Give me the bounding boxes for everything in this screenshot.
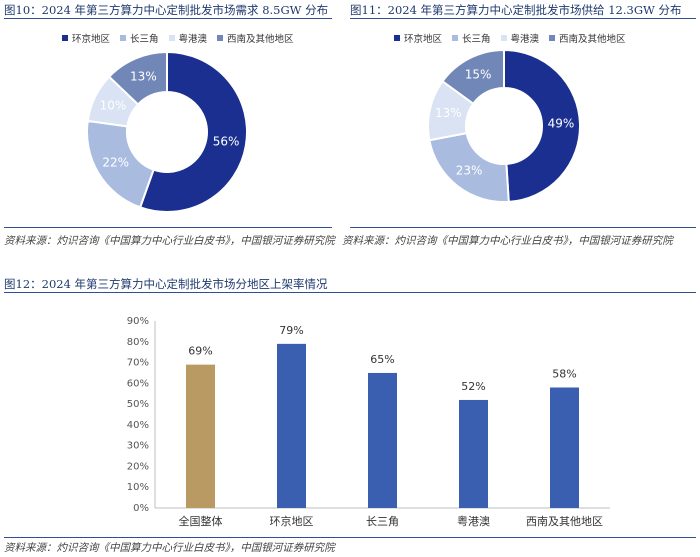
bar-value-label: 69%: [188, 345, 212, 358]
legend-label: 粤港澳: [510, 34, 540, 45]
bar-value-label: 52%: [461, 380, 485, 393]
legend-label: 西南及其他地区: [559, 34, 626, 45]
figure-12-source: 资料来源：灼识咨询《中国算力中心行业白皮书》，中国银河证券研究院: [4, 542, 335, 554]
donut-label-changsanjiao: 23%: [456, 164, 483, 178]
bar-xinan: [550, 387, 579, 508]
legend-item-changsanjiao: 长三角: [452, 31, 491, 45]
bar-yuegangao: [459, 399, 488, 508]
y-tick-label: 50%: [127, 399, 149, 410]
figure-11-bottom-rule: [350, 227, 696, 228]
donut-label-yuegangao: 13%: [435, 106, 462, 120]
donut-slice-huanjing: [138, 50, 248, 213]
bar-huanjing: [277, 343, 306, 508]
figure-10-source: 资料来源：灼识咨询《中国算力中心行业白皮书》，中国银河证券研究院: [4, 235, 335, 247]
bar-changsanjiao: [368, 372, 397, 508]
y-tick-label: 30%: [127, 441, 149, 452]
legend-swatch: [168, 35, 175, 41]
figure-12-title: 图12：2024 年第三方算力中心定制批发市场分地区上架率情况: [4, 277, 328, 291]
legend-swatch: [217, 35, 224, 41]
donut-slice-xinan: [441, 48, 505, 106]
bar-overall: [186, 364, 215, 508]
legend-swatch: [120, 35, 127, 41]
y-tick-label: 60%: [127, 378, 149, 389]
figure-12-top-rule: [4, 292, 696, 293]
y-tick-label: 80%: [127, 337, 149, 348]
figure-11-top-rule: [350, 18, 696, 19]
x-tick-label: 环京地区: [270, 514, 314, 528]
figure-11-source: 资料来源：灼识咨询《中国算力中心行业白皮书》，中国银河证券研究院: [342, 235, 673, 247]
figure-10-top-rule: [4, 18, 332, 19]
legend-swatch: [549, 35, 556, 41]
x-tick-label: 粤港澳: [457, 514, 490, 528]
figure-10-title: 图10：2024 年第三方算力中心定制批发市场需求 8.5GW 分布: [4, 3, 329, 17]
y-tick-label: 0%: [133, 503, 149, 514]
legend-label: 环京地区: [72, 34, 111, 45]
figure-12-bottom-rule: [4, 537, 696, 538]
donut-label-huanjing: 49%: [548, 117, 575, 131]
figure-10-legend: 环京地区 长三角 粤港澳 西南及其他地区: [62, 31, 294, 45]
donut-label-huanjing: 56%: [213, 135, 240, 149]
donut-label-changsanjiao: 22%: [102, 156, 129, 170]
donut-slice-changsanjiao: [428, 131, 510, 203]
bar-chart-occupancy: 0% 10% 20% 30% 40% 50% 60% 70% 80% 90% 69% 全国整体 79% 环…: [127, 316, 610, 528]
y-tick-label: 10%: [127, 482, 149, 493]
donut-slice-huanjing: [503, 48, 581, 203]
y-tick-label: 20%: [127, 461, 149, 472]
y-tick-label: 70%: [127, 358, 149, 369]
legend-item-yuegangao: 粤港澳: [168, 31, 208, 45]
donut-chart-supply: 49% 23% 13% 15%: [427, 48, 581, 203]
x-tick-label: 全国整体: [179, 514, 223, 528]
legend-label: 长三角: [462, 34, 491, 45]
figure-11-title: 图11：2024 年第三方算力中心定制批发市场供给 12.3GW 分布: [350, 3, 682, 17]
legend-label: 粤港澳: [178, 34, 208, 45]
legend-swatch: [62, 35, 68, 41]
y-tick-label: 40%: [127, 420, 149, 431]
donut-chart-demand: 56% 22% 10% 13%: [86, 50, 248, 213]
legend-item-xinan: 西南及其他地区: [217, 31, 294, 45]
figure-10-bottom-rule: [4, 227, 332, 228]
legend-label: 西南及其他地区: [227, 34, 294, 45]
legend-item-huanjing: 环京地区: [62, 31, 110, 45]
donut-label-xinan: 15%: [465, 68, 492, 82]
figure-11-legend: 环京地区 长三角 粤港澳 西南及其他地区: [394, 31, 626, 45]
bar-value-label: 79%: [279, 324, 303, 337]
y-tick-label: 90%: [127, 316, 149, 327]
bar-value-label: 58%: [552, 367, 576, 380]
legend-label: 环京地区: [404, 34, 443, 45]
legend-item-huanjing: 环京地区: [394, 31, 442, 45]
legend-label: 长三角: [130, 34, 159, 45]
x-tick-label: 西南及其他地区: [526, 515, 603, 528]
legend-item-yuegangao: 粤港澳: [500, 31, 540, 45]
legend-swatch: [394, 35, 400, 41]
legend-item-changsanjiao: 长三角: [120, 31, 159, 45]
legend-swatch: [452, 35, 459, 41]
donut-slice-xinan: [107, 50, 168, 106]
donut-label-xinan: 13%: [130, 69, 157, 83]
legend-item-xinan: 西南及其他地区: [549, 31, 626, 45]
bar-value-label: 65%: [370, 353, 394, 366]
legend-swatch: [500, 35, 507, 41]
x-tick-label: 长三角: [366, 515, 399, 528]
donut-label-yuegangao: 10%: [100, 98, 127, 112]
